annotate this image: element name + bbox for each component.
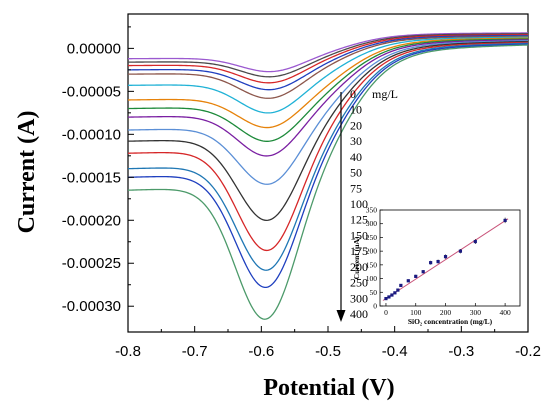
inset-y-tick-label: 350 [366, 206, 378, 215]
legend-item-10: 10 [350, 103, 362, 117]
curve-75-mg-l [127, 37, 529, 129]
curve-10-mg-l [127, 33, 529, 78]
x-tick-label: -0.8 [115, 343, 141, 360]
legend-item-20: 20 [350, 118, 362, 132]
inset-point [406, 279, 410, 283]
legend-item-0: 0 [350, 87, 356, 101]
y-axis-title: Current (A) [14, 111, 40, 234]
curve-30-mg-l [127, 34, 529, 91]
inset-point [414, 274, 418, 278]
legend-item-50: 50 [350, 166, 362, 180]
curve-175-mg-l [127, 40, 529, 222]
inset-point [387, 295, 391, 299]
inset-point [443, 255, 448, 259]
inset-marks [382, 217, 509, 301]
x-tick-label: -0.3 [448, 343, 474, 360]
y-tick-label: -0.00025 [62, 255, 121, 272]
curve-50-mg-l [127, 36, 529, 114]
inset-ticks: 0 100 200 300 400 0 50 100 150 200 250 300 350 [366, 206, 511, 318]
plot-area: -0.8 -0.7 -0.6 -0.5 -0.4 -0.3 -0.2 0.00000 -0.0… [62, 13, 541, 360]
legend-item-30: 30 [350, 134, 362, 148]
curve-200-mg-l [127, 41, 529, 252]
inset-point [429, 261, 433, 265]
inset-x-tick-label: 0 [384, 308, 388, 317]
inset-point [473, 239, 477, 244]
inset-y-tick-label: 100 [366, 274, 378, 283]
legend-item-250: 250 [350, 276, 368, 290]
inset-x-tick-label: 300 [470, 308, 482, 317]
inset-x-title: SiO₂ concentration (mg/L) [408, 317, 493, 326]
curve-40-mg-l [127, 35, 529, 99]
y-tick-label: -0.00015 [62, 169, 121, 186]
inset-y-tick-label: 200 [366, 247, 378, 256]
inset-x-tick-label: 100 [410, 308, 422, 317]
inset-y-tick-label: 0 [373, 302, 377, 311]
x-tick-label: -0.2 [515, 343, 541, 360]
inset-y-title: Current (μA) [352, 236, 361, 279]
y-tick-label: -0.00005 [62, 83, 121, 100]
legend-item-400: 400 [350, 307, 368, 321]
legend-item-75: 75 [350, 181, 362, 195]
x-axis-ticks: -0.8 -0.7 -0.6 -0.5 -0.4 -0.3 -0.2 [115, 326, 541, 360]
inset-y-tick-label: 250 [366, 233, 378, 242]
y-tick-label: -0.00030 [62, 298, 121, 315]
inset-point [393, 291, 397, 295]
y-tick-label: -0.00010 [62, 126, 121, 143]
curve-300-mg-l [127, 43, 529, 289]
curve-125-mg-l [127, 39, 529, 157]
inset-point [503, 218, 507, 223]
x-tick-label: -0.7 [182, 343, 208, 360]
inset-point [396, 288, 400, 292]
legend-arrow-head [336, 310, 346, 322]
inset-point [399, 283, 403, 288]
y-axis-ticks: 0.00000 -0.00005 -0.00010 -0.00015 -0.00020 -… [62, 26, 134, 315]
legend-item-175: 175 [350, 244, 368, 258]
inset-point [436, 259, 440, 264]
inset-fit-line [382, 218, 509, 301]
legend-item-300: 300 [350, 291, 368, 305]
inset-point [421, 270, 425, 274]
inset-x-tick-label: 200 [440, 308, 452, 317]
x-axis-title: Potential (V) [263, 375, 394, 401]
inset-point [458, 249, 463, 253]
inset-x-tick-label: 400 [499, 308, 511, 317]
x-tick-label: -0.6 [248, 343, 274, 360]
y-tick-label: -0.00020 [62, 212, 121, 229]
x-tick-label: -0.4 [382, 343, 408, 360]
curve-0-mg-l [127, 32, 529, 73]
curve-20-mg-l [127, 33, 529, 84]
inset-y-tick-label: 50 [370, 288, 378, 297]
inset-y-tick-label: 300 [366, 219, 378, 228]
legend-item-40: 40 [350, 150, 362, 164]
legend-unit: mg/L [372, 87, 398, 101]
legend-item-150: 150 [350, 228, 368, 242]
legend: mg/L 01020304050751001251501752002503004… [336, 87, 398, 322]
inset-point [384, 296, 388, 301]
curve-150-mg-l [127, 40, 529, 185]
y-tick-label: 0.00000 [67, 40, 121, 57]
x-tick-label: -0.5 [315, 343, 341, 360]
legend-item-125: 125 [350, 213, 368, 227]
legend-item-100: 100 [350, 197, 368, 211]
legend-item-200: 200 [350, 260, 368, 274]
curve-250-mg-l [127, 42, 529, 271]
inset-point [390, 293, 394, 297]
curve-100-mg-l [127, 38, 529, 142]
curve-400-mg-l [127, 44, 529, 320]
curve-group [127, 32, 529, 320]
inset-y-tick-label: 150 [366, 260, 378, 269]
